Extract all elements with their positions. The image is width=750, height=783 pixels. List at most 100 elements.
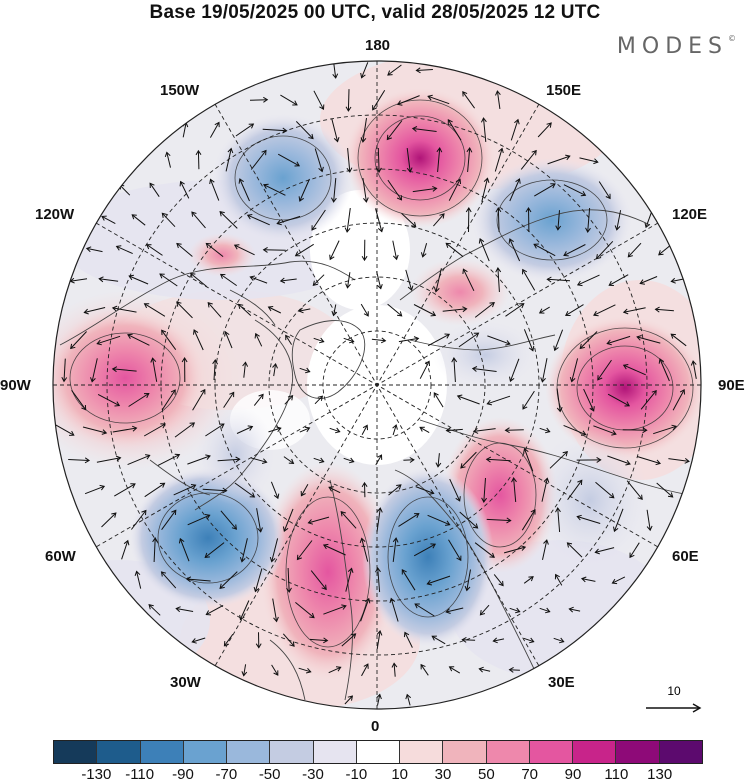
- wind-arrow-head: [464, 585, 471, 592]
- wind-arrow-head: [344, 227, 351, 233]
- wind-arrow-head: [317, 395, 324, 401]
- wind-arrow: [401, 569, 416, 591]
- wind-arrow: [277, 215, 301, 225]
- wind-arrow-head: [286, 587, 292, 593]
- wind-arrow: [176, 301, 193, 319]
- wind-arrow: [331, 118, 339, 142]
- wind-arrow-head: [413, 336, 420, 342]
- wind-arrow-head: [396, 484, 402, 490]
- wind-arrow: [392, 538, 397, 562]
- wind-arrow: [539, 306, 550, 314]
- colorbar-tick-label: 10: [391, 766, 408, 783]
- wind-arrow: [277, 153, 300, 167]
- colorbar-tick-label: -50: [258, 766, 281, 783]
- wind-arrow-head: [101, 429, 108, 435]
- wind-arrow: [209, 122, 220, 138]
- wind-arrow: [640, 276, 658, 284]
- wind-arrow-head: [670, 277, 676, 284]
- wind-arrow-head: [414, 513, 420, 519]
- wind-arrow: [263, 184, 286, 196]
- wind-arrow-head: [478, 238, 485, 244]
- wind-arrow-head: [546, 122, 552, 128]
- wind-arrow-head: [312, 280, 319, 286]
- wind-arrow-head: [401, 568, 407, 575]
- wind-arrow: [234, 482, 255, 498]
- wind-arrow-head: [426, 579, 433, 586]
- wind-arrow: [219, 211, 238, 229]
- wind-arrow: [239, 600, 250, 620]
- wind-arrow: [505, 303, 525, 317]
- wind-arrow-head: [642, 427, 648, 434]
- wind-arrow: [161, 389, 176, 411]
- wind-arrow-head: [625, 459, 631, 466]
- wind-arrow-head: [143, 303, 150, 309]
- wind-arrow: [161, 330, 177, 350]
- wind-arrow-head: [651, 389, 657, 396]
- wind-arrow: [509, 669, 520, 671]
- wind-arrow: [537, 122, 552, 138]
- wind-arrow-head: [520, 545, 527, 551]
- wind-arrow-head: [563, 251, 569, 257]
- wind-arrow-head: [296, 554, 302, 561]
- wind-arrow: [509, 238, 521, 262]
- wind-arrow: [129, 275, 149, 285]
- wind-arrow-head: [554, 573, 560, 580]
- wind-arrow: [646, 509, 651, 531]
- colorbar-swatch: [54, 741, 97, 763]
- wind-arrow: [176, 243, 193, 257]
- wind-arrow: [447, 119, 462, 141]
- wind-arrow-head: [439, 213, 445, 219]
- colorbar-swatch: [96, 741, 140, 763]
- wind-arrow-head: [553, 345, 559, 352]
- wind-arrow: [595, 547, 615, 553]
- wind-arrow-head: [132, 425, 138, 432]
- wind-arrow: [427, 514, 450, 526]
- wind-arrow-head: [176, 242, 182, 249]
- wind-arrow-head: [205, 454, 211, 460]
- wind-arrow: [96, 457, 121, 463]
- wind-arrow: [128, 393, 150, 407]
- wind-arrow-head: [489, 552, 495, 558]
- wind-arrow-head: [505, 340, 511, 346]
- wind-arrow: [101, 215, 116, 225]
- wind-arrow: [179, 538, 190, 562]
- wind-arrow: [392, 424, 397, 436]
- wind-arrow-head: [212, 359, 219, 365]
- wind-arrow: [398, 513, 420, 527]
- wind-arrow-head: [288, 458, 295, 464]
- wind-arrow-head: [495, 90, 501, 96]
- wind-arrow: [91, 358, 98, 382]
- wind-arrow: [308, 516, 330, 524]
- wind-arrow-head: [241, 671, 248, 677]
- wind-arrow-head: [495, 267, 502, 273]
- wind-arrow-head: [624, 401, 631, 407]
- wind-arrow: [607, 455, 631, 465]
- wind-arrow: [541, 478, 548, 502]
- lon-label-30w: 30W: [170, 674, 201, 691]
- wind-arrow-head: [332, 73, 339, 79]
- anomaly-high-90W: [53, 308, 205, 448]
- wind-arrow: [481, 178, 488, 202]
- wind-arrow: [577, 274, 600, 286]
- wind-arrow-head: [273, 616, 279, 623]
- wind-arrow: [220, 510, 237, 530]
- wind-arrow-head: [282, 526, 289, 532]
- wind-arrow-head: [111, 512, 117, 518]
- wind-arrow: [323, 544, 346, 556]
- wind-arrow-head: [267, 306, 274, 312]
- wind-arrow: [557, 210, 560, 230]
- wind-arrow: [376, 271, 382, 289]
- wind-arrow-head: [565, 154, 571, 161]
- wind-arrow-head: [508, 238, 514, 244]
- wind-arrow-head: [249, 492, 256, 498]
- wind-arrow: [323, 605, 347, 615]
- wind-arrow: [86, 247, 103, 253]
- wind-arrow: [262, 128, 287, 132]
- wind-arrow: [565, 304, 584, 316]
- wind-arrow-head: [455, 178, 461, 185]
- wind-arrow: [555, 574, 563, 586]
- wind-arrow-head: [433, 392, 439, 398]
- wind-arrow: [453, 357, 456, 383]
- wind-arrow: [397, 95, 420, 105]
- wind-arrow-head: [498, 147, 504, 154]
